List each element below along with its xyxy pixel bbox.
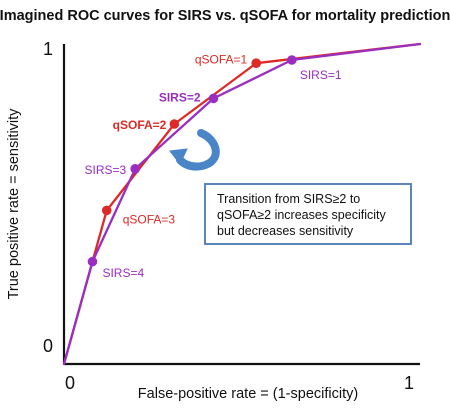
label-qsofa-3: qSOFA=3 [123, 213, 176, 227]
label-qsofa-2: qSOFA=2 [113, 118, 167, 132]
chart-axes [62, 44, 420, 366]
label-sirs-1: SIRS=1 [300, 68, 342, 82]
point-layer: qSOFA=3 qSOFA=2 qSOFA=1 SIRS=4 SIRS=3 SIRS=2 S… [84, 52, 341, 279]
point-sirs-2 [208, 93, 219, 104]
annotation-line-2: qSOFA≥2 increases specificity [217, 208, 386, 222]
label-sirs-2: SIRS=2 [159, 91, 201, 105]
tick-labels: 0 1 0 1 [43, 39, 414, 393]
annotation-line-3: but decreases sensitivity [217, 224, 354, 238]
annotation-line-1: Transition from SIRS≥2 to [217, 192, 360, 206]
x-axis-title: False-positive rate = (1-specificity) [138, 386, 358, 402]
point-sirs-1 [287, 55, 297, 65]
point-qsofa-2 [169, 119, 180, 129]
transition-arrow [169, 129, 220, 171]
label-qsofa-1: qSOFA=1 [195, 52, 248, 66]
chart-title: Imagined ROC curves for SIRS vs. qSOFA f… [0, 8, 450, 24]
label-sirs-4: SIRS=4 [102, 266, 144, 280]
annotation-box [204, 183, 412, 245]
x-tick-label-0: 0 [65, 373, 75, 393]
y-axis-title: True positive rate = sensitivity [6, 108, 22, 300]
transition-arrow-shaft [176, 129, 220, 171]
roc-curve-2 [62, 42, 422, 366]
callout-layer: Transition from SIRS≥2 to qSOFA≥2 increas… [169, 129, 412, 245]
point-sirs-4 [87, 256, 98, 267]
point-qsofa-3 [101, 205, 112, 216]
y-tick-label-0: 0 [43, 336, 53, 356]
x-tick-label-1: 1 [404, 373, 414, 393]
label-sirs-3: SIRS=3 [84, 163, 126, 177]
transition-arrow-head [169, 148, 188, 165]
point-qsofa-1 [251, 58, 262, 68]
y-tick-label-1: 1 [43, 39, 53, 59]
point-sirs-3 [130, 164, 140, 174]
